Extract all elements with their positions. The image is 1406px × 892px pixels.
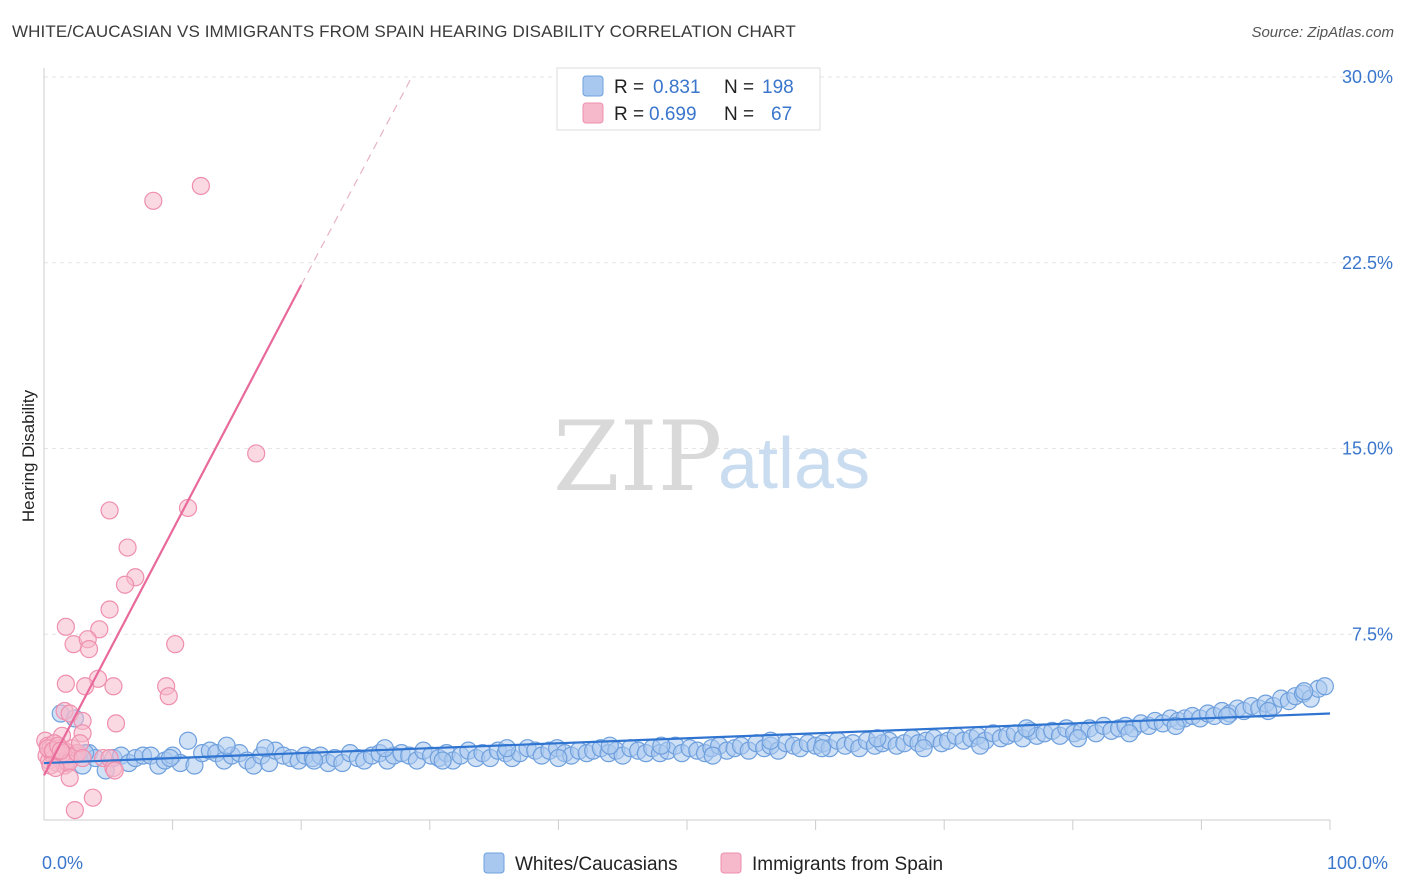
y-tick-label: 15.0% bbox=[1342, 439, 1393, 459]
data-point-whites bbox=[549, 748, 568, 768]
data-point-whites bbox=[497, 739, 517, 758]
legend-r-label-spain: R = bbox=[614, 104, 644, 125]
y-tick-labels: 7.5% 15.0% 22.5% 30.0% bbox=[1342, 67, 1393, 644]
watermark-zip: ZIP bbox=[553, 401, 722, 513]
data-point-spain bbox=[100, 501, 119, 520]
bottom-legend-label-whites: Whites/Caucasians bbox=[515, 854, 678, 875]
data-point-whites bbox=[1218, 706, 1237, 726]
data-point-spain bbox=[191, 176, 210, 196]
data-point-whites bbox=[1315, 677, 1334, 696]
data-point-spain bbox=[65, 800, 84, 820]
legend-r-value-whites: 0.831 bbox=[653, 77, 701, 98]
data-point-spain bbox=[247, 444, 266, 463]
stats-legend: R = 0.831 N = 198 R = 0.699 N = 67 bbox=[556, 67, 821, 131]
data-point-spain bbox=[105, 761, 124, 780]
x-tick-label-max: 100.0% bbox=[1327, 853, 1388, 873]
data-point-whites bbox=[433, 751, 452, 770]
trendline-spain bbox=[43, 284, 303, 776]
x-tick-label-min: 0.0% bbox=[42, 853, 83, 873]
legend-r-value-spain: 0.699 bbox=[649, 104, 697, 125]
data-point-whites bbox=[868, 729, 887, 748]
data-point-spain bbox=[56, 674, 75, 693]
bottom-legend-swatch-whites bbox=[483, 852, 505, 874]
data-point-spain bbox=[70, 734, 90, 753]
data-point-spain bbox=[159, 687, 178, 706]
chart-title: WHITE/CAUCASIAN VS IMMIGRANTS FROM SPAIN… bbox=[12, 22, 796, 41]
data-point-spain bbox=[115, 575, 135, 594]
data-point-spain bbox=[90, 620, 109, 639]
data-point-whites bbox=[304, 751, 324, 770]
data-point-whites bbox=[1166, 716, 1185, 735]
data-point-spain bbox=[83, 788, 102, 807]
bottom-legend-swatch-spain bbox=[720, 852, 742, 874]
legend-swatch-whites bbox=[582, 75, 604, 97]
source-label: Source: ZipAtlas.com bbox=[1251, 24, 1394, 41]
y-tick-label: 22.5% bbox=[1342, 253, 1393, 273]
legend-swatch-spain bbox=[582, 102, 604, 124]
data-point-whites bbox=[971, 736, 990, 755]
legend-n-label-spain: N = bbox=[724, 104, 754, 125]
bottom-legend-label-spain: Immigrants from Spain bbox=[752, 854, 943, 875]
watermark-atlas: atlas bbox=[718, 424, 870, 504]
x-axis-ticks bbox=[172, 820, 1331, 830]
legend-n-value-spain: 67 bbox=[771, 104, 792, 125]
data-point-spain bbox=[79, 640, 99, 659]
legend-n-label-whites: N = bbox=[724, 77, 754, 98]
data-point-spain bbox=[56, 617, 75, 636]
data-point-spain bbox=[144, 191, 163, 210]
data-point-whites bbox=[1120, 724, 1139, 743]
data-point-spain bbox=[104, 677, 123, 696]
data-point-spain bbox=[60, 768, 79, 787]
data-point-whites bbox=[1017, 719, 1036, 738]
data-point-spain bbox=[166, 635, 185, 654]
gridlines bbox=[44, 76, 1392, 635]
data-point-whites bbox=[703, 746, 722, 765]
y-tick-label: 30.0% bbox=[1342, 67, 1393, 87]
data-point-whites bbox=[375, 739, 394, 758]
data-point-whites bbox=[600, 736, 619, 755]
data-point-spain bbox=[100, 600, 119, 619]
legend-n-value-whites: 198 bbox=[762, 77, 794, 98]
data-point-spain bbox=[118, 538, 137, 557]
data-point-whites bbox=[1295, 682, 1314, 701]
series-legend: Whites/Caucasians Immigrants from Spain bbox=[483, 852, 943, 875]
y-axis-label: Hearing Disability bbox=[19, 389, 38, 522]
data-point-whites bbox=[652, 736, 671, 755]
trendline-whites bbox=[43, 712, 1331, 765]
data-point-spain bbox=[73, 748, 92, 768]
data-point-whites bbox=[178, 731, 198, 750]
legend-r-label-whites: R = bbox=[614, 77, 644, 98]
series-whites-points bbox=[51, 677, 1334, 780]
data-point-whites bbox=[1068, 729, 1088, 748]
trend-lines bbox=[43, 76, 1331, 776]
data-point-whites bbox=[256, 739, 275, 758]
data-point-whites bbox=[761, 731, 780, 750]
data-point-spain bbox=[106, 714, 126, 733]
data-point-whites bbox=[812, 739, 832, 758]
y-tick-label: 7.5% bbox=[1352, 624, 1393, 644]
trendline-spain-extrapolated bbox=[300, 76, 413, 286]
data-point-whites bbox=[914, 739, 933, 758]
data-point-whites bbox=[217, 736, 236, 755]
